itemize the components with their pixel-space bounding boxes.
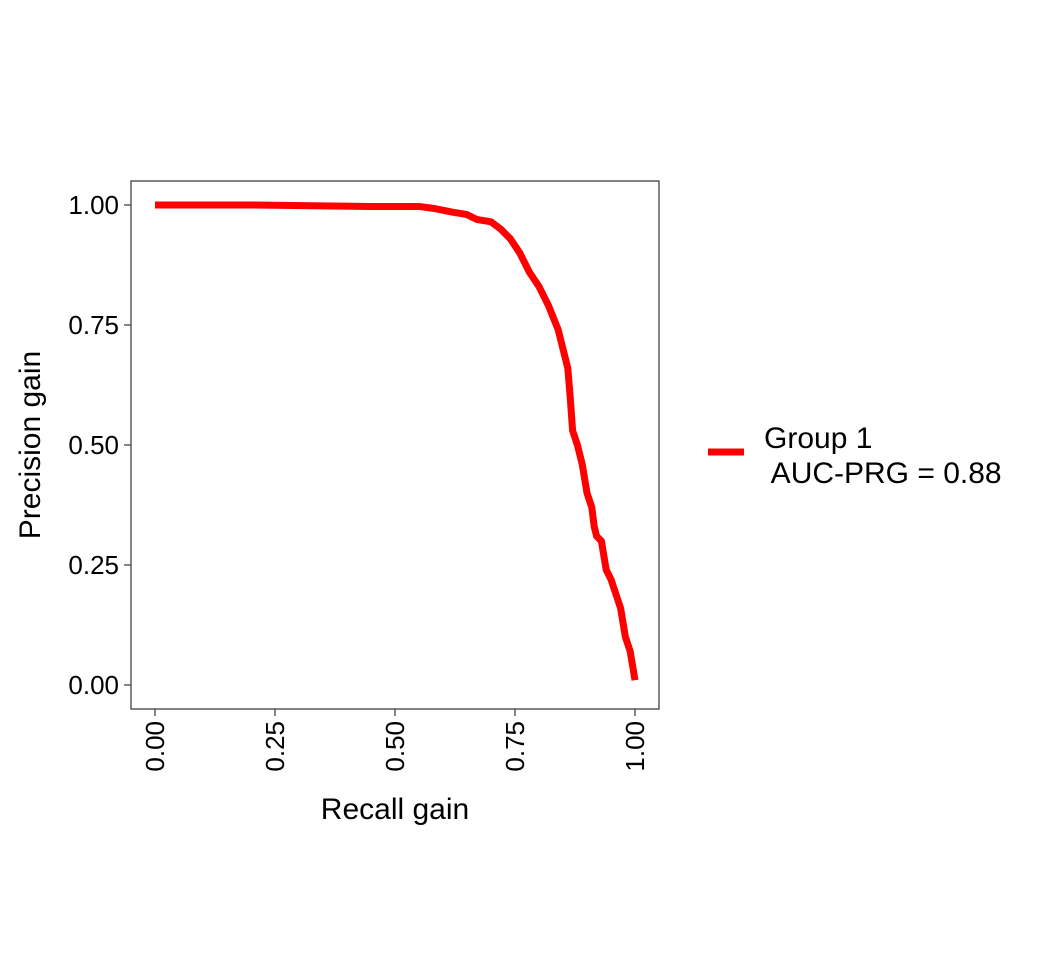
x-tick-label: 0.25	[260, 721, 290, 772]
y-tick-label: 0.50	[68, 430, 119, 460]
legend-label-line-1: Group 1	[764, 422, 872, 455]
legend-label-line-2: AUC-PRG = 0.88	[764, 457, 1002, 490]
plot-panel	[130, 180, 660, 710]
y-axis-title: Precision gain	[14, 351, 47, 539]
x-tick-label: 0.00	[140, 721, 170, 772]
series-line-group-1	[155, 201, 639, 681]
y-tick-label: 0.00	[68, 670, 119, 700]
x-axis: 0.00 0.25 0.50 0.75 1.00	[140, 709, 650, 772]
y-tick-label: 1.00	[68, 190, 119, 220]
x-tick-label: 1.00	[620, 721, 650, 772]
x-tick-label: 0.75	[500, 721, 530, 772]
y-axis: 0.00 0.25 0.50 0.75 1.00	[68, 190, 131, 700]
x-axis-title: Recall gain	[321, 793, 469, 826]
legend: Group 1 AUC-PRG = 0.88	[708, 422, 1002, 490]
y-tick-label: 0.25	[68, 550, 119, 580]
series-layer	[155, 201, 639, 681]
x-tick-label: 0.50	[380, 721, 410, 772]
y-tick-label: 0.75	[68, 310, 119, 340]
